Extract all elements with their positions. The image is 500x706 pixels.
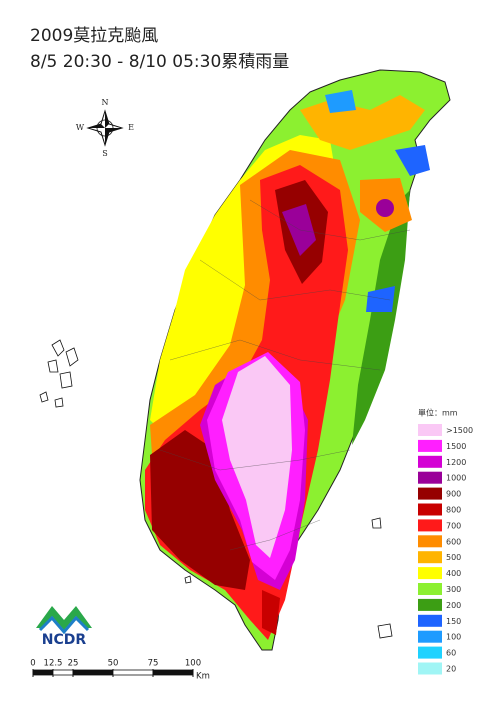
legend-label: >1500	[446, 426, 473, 435]
scale-label: 25	[68, 659, 79, 669]
legend-label: 1200	[446, 458, 466, 467]
legend-label: 20	[446, 665, 456, 674]
rain-zone	[395, 145, 430, 176]
logo: NCDR	[36, 606, 92, 648]
title-line-1: 2009莫拉克颱風	[30, 26, 158, 46]
scale-segment	[72, 669, 114, 676]
compass-s: S	[102, 149, 107, 158]
title-line-2: 8/5 20:30 - 8/10 05:30累積雨量	[30, 52, 289, 72]
legend-label: 150	[446, 617, 461, 626]
legend-label: 300	[446, 585, 461, 594]
legend-swatch	[418, 630, 442, 643]
rain-zone	[352, 190, 410, 445]
rainfall-map	[139, 69, 451, 651]
rain-zone	[262, 590, 280, 635]
scale-segment	[32, 669, 54, 676]
rain-zone	[222, 356, 292, 558]
legend-swatch	[418, 567, 442, 580]
legend-label: 700	[446, 521, 461, 530]
compass-n: N	[102, 98, 109, 107]
legend-swatch	[418, 583, 442, 595]
legend-swatch	[418, 455, 442, 468]
legend-swatch	[418, 598, 442, 611]
legend-swatch	[418, 439, 442, 452]
scale-label: 12.5	[44, 659, 63, 669]
legend-label: 500	[446, 553, 461, 562]
legend-swatch	[418, 471, 442, 484]
legend-label: 1000	[446, 474, 466, 483]
legend-title: 單位：mm	[418, 408, 458, 418]
scale-segment	[112, 669, 154, 676]
legend-label: 100	[446, 633, 461, 642]
legend-swatch	[418, 535, 442, 548]
legend-swatch	[418, 487, 442, 500]
legend-label: 400	[446, 569, 461, 578]
legend-swatch	[418, 646, 442, 659]
legend-swatch	[418, 662, 442, 675]
legend-label: 600	[446, 537, 461, 546]
scale-label: 100	[185, 659, 201, 669]
scale-unit: Km	[196, 672, 210, 682]
legend-label: 800	[446, 506, 461, 515]
scale-segment	[152, 669, 194, 676]
legend-swatch	[418, 503, 442, 516]
islands	[39, 339, 393, 639]
legend-label: 1500	[446, 442, 466, 451]
legend-swatch	[418, 519, 442, 532]
legend-label: 900	[446, 490, 461, 499]
logo-text: NCDR	[42, 632, 87, 648]
legend-label: 200	[446, 601, 461, 610]
rain-zone	[376, 199, 394, 217]
rain-zone	[282, 204, 316, 256]
legend-swatch	[418, 551, 442, 564]
rain-zone	[325, 90, 356, 113]
legend-label: 60	[446, 649, 456, 658]
scale-segment	[52, 669, 74, 676]
rain-zone	[150, 430, 250, 590]
compass-w: W	[76, 123, 85, 132]
scale-label: 0	[30, 659, 35, 669]
legend-swatch	[418, 614, 442, 627]
compass-e: E	[128, 123, 134, 132]
compass: N S W E	[76, 98, 134, 158]
scale-label: 50	[108, 659, 119, 669]
legend-swatch	[418, 424, 442, 436]
scale-label: 75	[148, 659, 159, 669]
scale-bar: 0 12.5 25 50 75 100 Km	[30, 659, 210, 682]
legend: 單位：mm >1500 1500 1200 1000 900 800 700 600 500 40…	[418, 408, 473, 675]
rain-zone	[366, 286, 395, 312]
